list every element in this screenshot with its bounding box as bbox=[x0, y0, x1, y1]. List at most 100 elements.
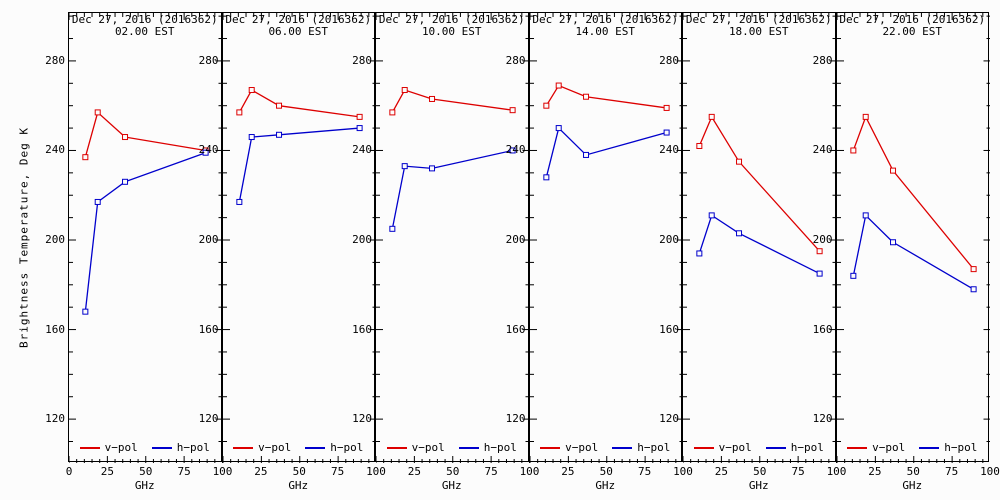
chart-panel-1800: Dec 27, 2016 (2016362) 18.00 EST 120 160 200… bbox=[659, 12, 846, 492]
h-pol-marker bbox=[356, 125, 363, 132]
v-pol-legend-dash bbox=[540, 446, 561, 449]
h-pol-legend-dash bbox=[305, 446, 326, 449]
v-pol-legend-dash bbox=[847, 446, 868, 449]
v-pol-marker bbox=[82, 154, 89, 161]
v-pol-marker bbox=[663, 104, 670, 111]
y-tick-label: 280 bbox=[45, 53, 65, 67]
y-tick-label: 120 bbox=[198, 412, 219, 426]
v-pol-line bbox=[84, 111, 206, 158]
v-pol-marker bbox=[816, 248, 823, 255]
h-pol-line bbox=[545, 126, 667, 178]
h-pol-legend-label: h−pol bbox=[637, 441, 671, 454]
panel-title-time: 22.00 EST bbox=[882, 25, 943, 38]
chart-panel-2200: Dec 27, 2016 (2016362) 22.00 EST 120 160 200… bbox=[813, 12, 1000, 492]
v-pol-line bbox=[238, 89, 360, 118]
y-tick-label: 280 bbox=[659, 53, 679, 67]
v-pol-marker bbox=[401, 87, 408, 94]
h-pol-marker bbox=[736, 230, 743, 237]
plot-area bbox=[69, 13, 223, 463]
v-pol-legend-label: v−pol bbox=[718, 441, 752, 454]
h-pol-marker bbox=[708, 212, 715, 219]
legend: v−pol h−pol bbox=[69, 441, 221, 454]
legend: v−pol h−pol bbox=[837, 441, 989, 454]
panel-title-date: Dec 27, 2016 (2016362) bbox=[71, 13, 218, 26]
v-pol-legend-label: v−pol bbox=[565, 441, 599, 454]
y-tick-label: 160 bbox=[45, 322, 65, 336]
v-pol-legend-label: v−pol bbox=[258, 441, 292, 454]
v-pol-marker bbox=[889, 167, 896, 174]
v-pol-marker bbox=[736, 158, 743, 165]
legend: v−pol h−pol bbox=[683, 441, 835, 454]
v-pol-marker bbox=[122, 134, 129, 141]
v-pol-marker bbox=[94, 109, 101, 116]
v-pol-marker bbox=[275, 102, 282, 109]
h-pol-marker bbox=[389, 225, 396, 232]
y-tick-label: 160 bbox=[659, 322, 679, 336]
legend-entry-h-pol: h−pol bbox=[305, 441, 363, 454]
v-pol-line bbox=[545, 84, 667, 109]
legend-entry-v-pol: v−pol bbox=[386, 441, 445, 454]
chart-panel-0600: Dec 27, 2016 (2016362) 06.00 EST 120 160 200… bbox=[199, 12, 386, 492]
h-pol-legend-label: h−pol bbox=[176, 441, 210, 454]
v-pol-marker bbox=[582, 93, 589, 100]
panel-title-date: Dec 27, 2016 (2016362) bbox=[532, 13, 679, 26]
y-tick-label: 200 bbox=[505, 233, 526, 246]
v-pol-line bbox=[852, 115, 974, 270]
panel-title-time: 02.00 EST bbox=[114, 25, 175, 38]
plot-area bbox=[836, 13, 990, 463]
y-tick-label: 280 bbox=[505, 53, 526, 67]
x-tick-label: 50 bbox=[292, 465, 306, 478]
x-tick-label: 100 bbox=[980, 465, 1000, 478]
chart-panel-0200: Dec 27, 2016 (2016362) 02.00 EST 120 160 200… bbox=[45, 12, 232, 492]
h-pol-marker bbox=[122, 178, 129, 185]
h-pol-line bbox=[238, 127, 360, 203]
h-pol-line bbox=[84, 152, 206, 312]
v-pol-marker bbox=[542, 102, 549, 109]
x-tick-label: 50 bbox=[753, 465, 767, 478]
v-pol-marker bbox=[356, 113, 363, 120]
y-tick-label: 200 bbox=[198, 233, 219, 246]
x-tick-label: 100 bbox=[366, 465, 386, 478]
legend-entry-v-pol: v−pol bbox=[847, 441, 905, 454]
h-pol-marker bbox=[248, 134, 255, 141]
panel-title-time: 18.00 EST bbox=[728, 25, 789, 38]
h-pol-legend-label: h−pol bbox=[330, 441, 364, 454]
v-pol-legend-dash bbox=[386, 446, 407, 449]
h-pol-marker bbox=[542, 174, 549, 181]
v-pol-legend-label: v−pol bbox=[872, 441, 906, 454]
x-tick-label: 50 bbox=[599, 465, 613, 478]
x-tick-label: 100 bbox=[519, 465, 540, 478]
x-tick-label: 25 bbox=[714, 465, 728, 478]
h-pol-legend-label: h−pol bbox=[483, 441, 517, 454]
legend-entry-v-pol: v−pol bbox=[693, 441, 752, 454]
x-tick-label: 25 bbox=[407, 465, 421, 478]
h-pol-line bbox=[852, 214, 974, 290]
panel-title-date: Dec 27, 2016 (2016362) bbox=[685, 13, 832, 26]
v-pol-marker bbox=[849, 147, 856, 154]
x-tick-label: 75 bbox=[791, 465, 805, 478]
legend: v−pol h−pol bbox=[223, 441, 375, 454]
v-pol-legend-label: v−pol bbox=[411, 441, 445, 454]
x-tick-label: 100 bbox=[673, 465, 693, 478]
h-pol-marker bbox=[582, 151, 589, 158]
h-pol-legend-dash bbox=[151, 446, 172, 449]
v-pol-marker bbox=[389, 109, 396, 116]
y-tick-label: 240 bbox=[505, 143, 526, 157]
h-pol-marker bbox=[889, 239, 896, 246]
legend-entry-h-pol: h−pol bbox=[765, 441, 824, 454]
h-pol-marker bbox=[509, 147, 516, 154]
v-pol-marker bbox=[696, 142, 703, 149]
h-pol-marker bbox=[94, 198, 101, 205]
h-pol-legend-dash bbox=[612, 446, 633, 449]
panel-title-date: Dec 27, 2016 (2016362) bbox=[225, 13, 372, 26]
x-tick-label: 100 bbox=[212, 465, 233, 478]
panel-title-date: Dec 27, 2016 (2016362) bbox=[378, 13, 525, 26]
v-pol-marker bbox=[235, 109, 242, 116]
h-pol-line bbox=[391, 149, 513, 229]
x-axis-title: GHz bbox=[595, 479, 616, 492]
h-pol-marker bbox=[401, 163, 408, 170]
y-tick-label: 160 bbox=[352, 322, 372, 336]
legend-entry-v-pol: v−pol bbox=[540, 441, 598, 454]
v-pol-line bbox=[391, 89, 513, 113]
